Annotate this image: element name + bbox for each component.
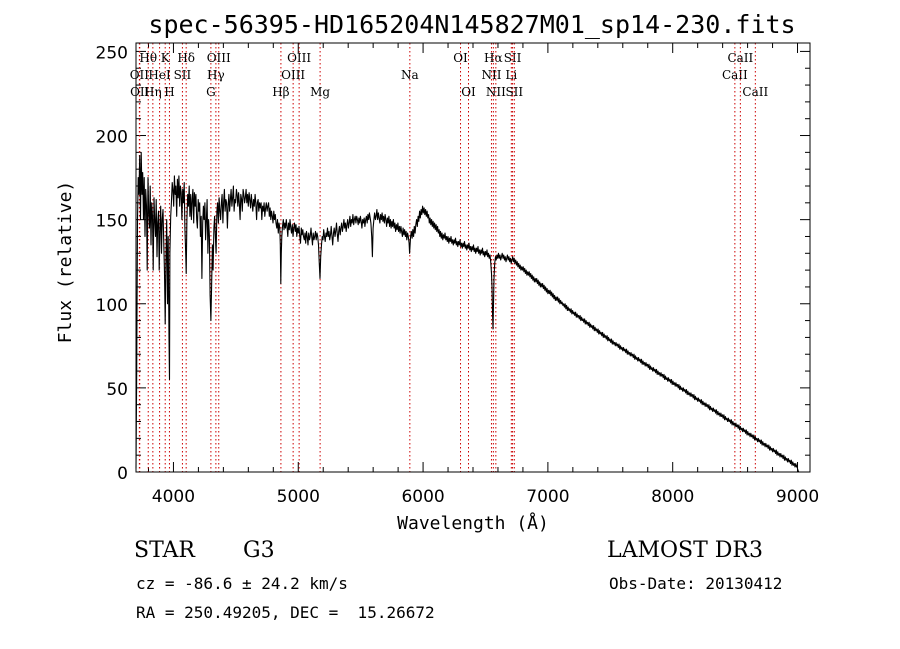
y-tick-label: 50 (106, 380, 128, 400)
line-marker-label: OII (130, 85, 150, 99)
sky-coordinates: RA = 250.49205, DEC = 15.26672 (136, 603, 435, 622)
x-axis-label: Wavelength (Å) (397, 512, 549, 534)
line-marker-label: K (161, 51, 171, 65)
line-marker-label: Na (401, 68, 419, 82)
x-tick-label: 6000 (401, 487, 444, 507)
y-tick-label: 0 (117, 464, 128, 484)
line-marker-label: OIII (287, 51, 311, 65)
plot-frame (135, 42, 811, 473)
observation-date: Obs-Date: 20130412 (609, 574, 783, 593)
line-marker-label: SII (504, 51, 522, 65)
chart-title: spec-56395-HD165204N145827M01_sp14-230.f… (148, 10, 795, 39)
line-marker-label: SII (174, 68, 192, 82)
object-subclass: G3 (243, 538, 275, 563)
x-tick-labels: 4000 5000 6000 7000 8000 9000 (152, 487, 819, 507)
line-marker-label: OI (461, 85, 476, 99)
line-marker-label: Hη (144, 85, 162, 99)
line-marker-label: Hα (484, 51, 503, 65)
line-marker-label: Li (505, 68, 517, 82)
y-tick-label: 250 (96, 43, 128, 63)
flux-series-line (135, 151, 800, 473)
x-tick-label: 5000 (277, 487, 320, 507)
line-marker-label: Hγ (207, 68, 225, 82)
survey-name: LAMOST DR3 (607, 538, 763, 563)
line-marker-label: CaII (722, 68, 748, 82)
line-marker-label: Hθ (139, 51, 157, 65)
x-tick-label: 7000 (526, 487, 569, 507)
redshift-velocity: cz = -86.6 ± 24.2 km/s (136, 574, 348, 593)
line-marker-label: G (206, 85, 216, 99)
object-class: STAR (134, 538, 195, 563)
y-tick-labels: 0 50 100 150 200 250 (96, 43, 128, 484)
line-marker-label: Mg (310, 85, 330, 99)
line-marker-label: H (164, 85, 174, 99)
minor-ticks (136, 43, 810, 472)
line-marker-label: Hβ (272, 85, 289, 99)
y-tick-label: 100 (96, 296, 128, 316)
line-marker-label: Hδ (177, 51, 195, 65)
x-tick-label: 9000 (776, 487, 819, 507)
line-marker-label: NII (486, 85, 506, 99)
x-tick-label: 8000 (651, 487, 694, 507)
line-marker-label: OIII (281, 68, 305, 82)
y-tick-label: 150 (96, 212, 128, 232)
emission-line-markers: OIIOIIHθHηHeIKHSIIHδGHγOIIIHβOIIIOIIIMgN… (130, 43, 768, 472)
x-tick-label: 4000 (152, 487, 195, 507)
line-marker-label: OI (453, 51, 468, 65)
line-marker-label: SII (505, 85, 523, 99)
line-marker-label: CaII (727, 51, 753, 65)
y-axis-label: Flux (relative) (55, 181, 76, 344)
line-marker-label: NII (481, 68, 501, 82)
line-marker-label: CaII (742, 85, 768, 99)
line-marker-label: HeI (148, 68, 171, 82)
line-marker-label: OIII (207, 51, 231, 65)
y-tick-label: 200 (96, 128, 128, 148)
